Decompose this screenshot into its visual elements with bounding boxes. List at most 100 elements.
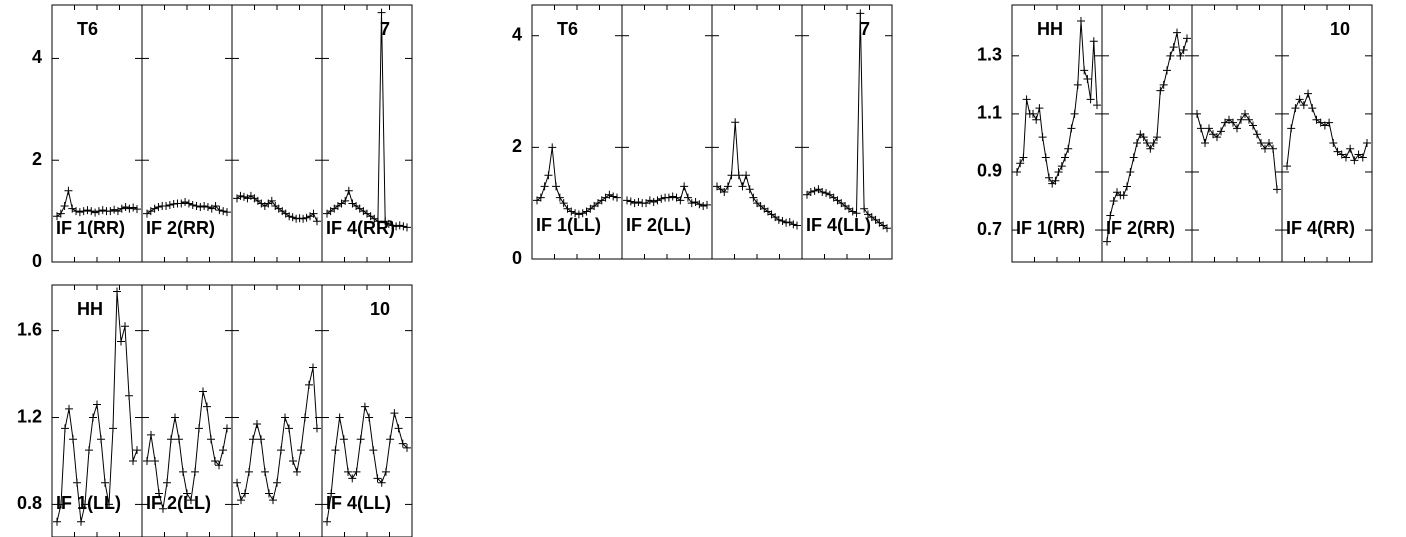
data-point (1061, 153, 1069, 162)
data-point (113, 287, 121, 296)
data-point (200, 202, 209, 211)
data-point (1325, 118, 1334, 127)
data-point (239, 192, 248, 201)
data-point (1233, 124, 1241, 133)
data-point (1029, 109, 1037, 118)
y-tick-label: 0 (32, 251, 42, 271)
data-point (249, 435, 257, 444)
data-point (1070, 109, 1079, 118)
data-point (1358, 153, 1367, 162)
data-point (196, 203, 205, 212)
data-point (125, 391, 133, 400)
data-point (106, 207, 115, 216)
data-point (265, 489, 273, 498)
data-point (1265, 138, 1273, 147)
data-point (860, 204, 869, 213)
data-point (1016, 159, 1025, 168)
data-point (313, 217, 321, 226)
data-point (727, 171, 736, 180)
y-tick-label: 1.3 (977, 45, 1002, 65)
data-point (285, 424, 293, 433)
data-point (1089, 37, 1098, 46)
data-point (1163, 66, 1171, 75)
data-point (1022, 95, 1031, 104)
data-point (195, 424, 203, 433)
data-point (883, 224, 891, 233)
data-point (1045, 173, 1053, 182)
data-point (1086, 95, 1095, 104)
data-point (1133, 138, 1141, 147)
data-point (373, 474, 382, 483)
data-point (288, 213, 297, 222)
data-point (236, 191, 245, 200)
data-point (327, 489, 336, 498)
data-point (1269, 144, 1277, 153)
panel-label: IF 2(LL) (146, 493, 211, 513)
data-point (341, 196, 350, 205)
data-point (392, 222, 401, 231)
data-point (64, 186, 73, 195)
data-point (163, 478, 171, 487)
data-point (125, 204, 134, 213)
data-point (87, 207, 96, 216)
data-point (159, 504, 167, 513)
data-point (1126, 167, 1135, 176)
data-point (384, 219, 393, 228)
data-point (1032, 115, 1041, 124)
data-point (183, 489, 191, 498)
data-point (85, 446, 93, 455)
data-point (623, 196, 631, 205)
data-point (79, 207, 88, 216)
data-point (348, 474, 357, 483)
data-point (181, 197, 190, 206)
data-line (806, 13, 888, 229)
data-point (223, 424, 231, 433)
data-point (540, 182, 549, 191)
data-point (699, 201, 708, 210)
data-point (1057, 162, 1066, 171)
data-point (1329, 138, 1338, 147)
data-point (1197, 124, 1205, 133)
data-point (302, 213, 311, 222)
data-point (377, 8, 386, 17)
data-point (1067, 124, 1076, 133)
data-point (277, 446, 285, 455)
data-point (1041, 153, 1050, 162)
y-tick-label: 0.9 (977, 161, 1002, 181)
data-point (394, 424, 403, 433)
data-point (117, 204, 126, 213)
data-point (151, 456, 159, 465)
data-point (1156, 86, 1165, 95)
data-point (1109, 197, 1118, 206)
y-tick-label: 2 (32, 149, 42, 169)
data-point (155, 489, 163, 498)
data-point (219, 207, 228, 216)
data-point (169, 199, 178, 208)
station-label: HH (1037, 19, 1063, 39)
data-point (1287, 124, 1296, 133)
data-point (352, 467, 361, 476)
data-point (1341, 153, 1350, 162)
data-point (398, 439, 407, 448)
data-point (1169, 43, 1178, 52)
data-point (187, 496, 195, 505)
data-point (203, 402, 211, 411)
data-point (297, 446, 305, 455)
data-point (147, 430, 155, 439)
data-point (199, 387, 207, 396)
data-point (1146, 144, 1155, 153)
data-point (75, 208, 84, 217)
data-point (237, 496, 245, 505)
panel-label: IF 2(LL) (626, 215, 691, 235)
data-point (1173, 28, 1181, 37)
y-tick-label: 0 (512, 248, 522, 268)
panel-label: IF 4(LL) (326, 493, 391, 513)
data-point (609, 192, 618, 201)
data-point (1249, 121, 1257, 130)
data-point (1354, 150, 1363, 159)
data-point (233, 478, 241, 487)
data-point (211, 202, 220, 211)
data-point (1241, 109, 1249, 118)
data-point (365, 413, 374, 422)
data-point (687, 199, 696, 208)
